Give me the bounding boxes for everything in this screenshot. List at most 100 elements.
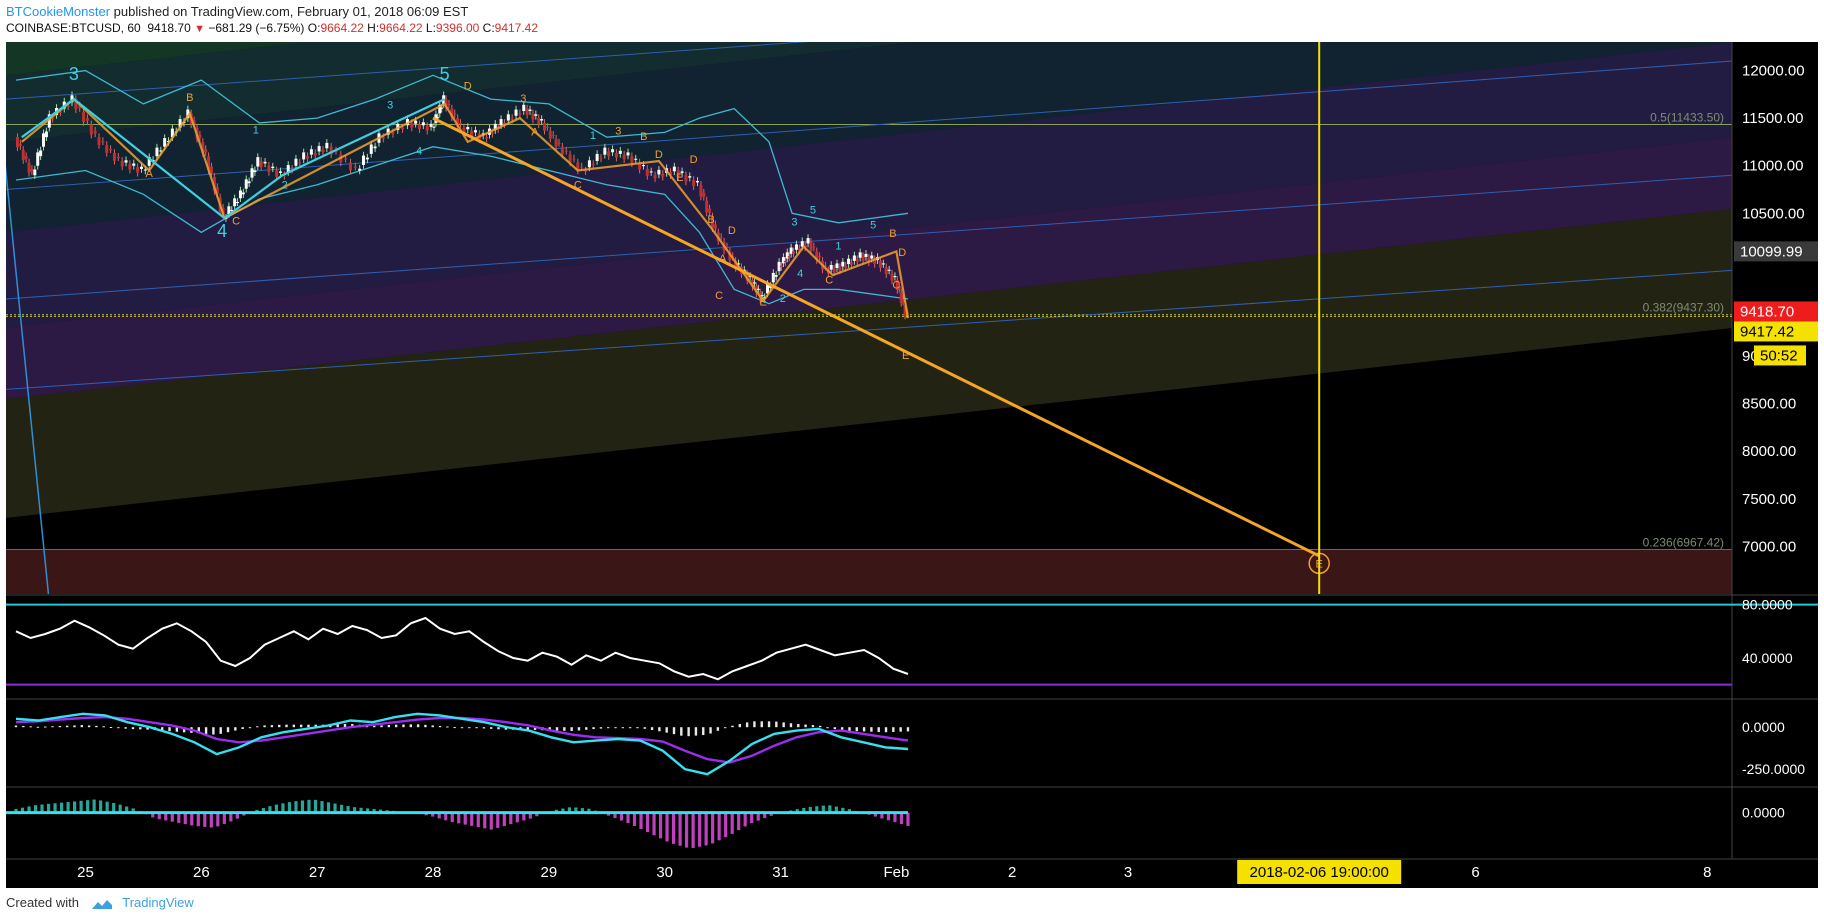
macd-hist-bar <box>555 727 559 731</box>
candle-body <box>42 133 46 147</box>
histogram-bar <box>294 801 298 813</box>
candle-body <box>884 267 888 275</box>
candle-body <box>302 152 306 160</box>
candle-body <box>97 137 101 145</box>
wave-label: 2 <box>282 180 288 192</box>
candle-body <box>792 251 796 254</box>
candle-body <box>116 157 120 158</box>
candle-body <box>440 107 444 109</box>
candle-body <box>278 171 282 173</box>
histogram-bar <box>14 808 18 813</box>
candle-body <box>752 282 756 284</box>
histogram-bar <box>457 812 461 824</box>
histogram-bar <box>157 812 161 820</box>
candle-body <box>444 99 448 108</box>
chart-area[interactable]: 0.5(11433.50) 0.382(9437.30) 0.236(6967.42… <box>6 42 1818 888</box>
candle-body <box>15 137 19 148</box>
candle-body <box>286 165 290 173</box>
candle-body <box>27 162 31 173</box>
wave-label: 1 <box>835 240 841 252</box>
macd-hist-bar <box>482 727 486 729</box>
wave-label: C <box>715 290 723 302</box>
candle-body <box>456 118 460 127</box>
macd-hist-bar <box>833 727 837 730</box>
histogram-bar <box>880 812 884 819</box>
histogram-bar <box>352 807 357 813</box>
histogram-bar <box>899 812 904 825</box>
macd-hist-bar <box>636 727 639 729</box>
histogram-bar <box>737 812 741 831</box>
macd-hist-bar <box>468 727 471 729</box>
macd-hist-bar <box>73 725 76 728</box>
candle-body <box>238 190 242 199</box>
candle-body <box>855 259 859 262</box>
macd-hist-bar <box>723 727 727 729</box>
macd-hist-bar <box>716 727 720 731</box>
created-with-text: Created with <box>6 895 79 910</box>
candle-body <box>418 124 422 130</box>
candle-body <box>132 163 136 166</box>
wave-label: B <box>186 92 193 104</box>
macd-hist-bar <box>117 727 120 729</box>
macd-hist-bar <box>431 725 434 728</box>
macd-hist-bar <box>51 726 54 728</box>
histogram-bar <box>450 812 454 823</box>
high-label: H: <box>367 21 380 35</box>
macd-hist-bar <box>548 727 551 731</box>
candle-body <box>39 150 43 157</box>
candle-body <box>812 246 816 248</box>
macd-tick-label: -250.0000 <box>1742 761 1805 777</box>
candle-body <box>641 165 645 167</box>
candle-body <box>713 224 717 229</box>
candle-body <box>725 246 729 248</box>
symbol-label: COINBASE:BTCUSD, 60 <box>6 21 141 35</box>
histogram-bar <box>750 812 754 824</box>
candle-body <box>702 192 706 197</box>
macd-hist-bar <box>168 727 171 732</box>
macd-hist-bar <box>760 721 763 728</box>
macd-line <box>15 712 909 776</box>
macd-hist-bar <box>87 725 91 728</box>
candle-body <box>236 202 240 204</box>
histogram-bar <box>287 802 292 813</box>
author-link[interactable]: BTCookieMonster <box>6 4 111 19</box>
macd-hist-bar <box>877 727 880 732</box>
price-tick-label: 12000.00 <box>1742 63 1805 80</box>
rsi-tick-label: 40.0000 <box>1742 650 1793 666</box>
macd-hist-bar <box>234 727 237 731</box>
pitchfork-zone <box>6 137 1732 399</box>
macd-hist-bar <box>241 727 244 730</box>
candle-body <box>768 286 772 288</box>
crosshair-price-tag-bg <box>1734 241 1818 262</box>
price-tick-label: 8000.00 <box>1742 443 1796 460</box>
open-label: O: <box>307 21 321 35</box>
candle-body <box>858 252 862 258</box>
candle-body <box>85 118 89 121</box>
candle-body <box>450 108 454 118</box>
tradingview-link[interactable]: TradingView <box>122 895 194 910</box>
price-chart[interactable]: 0.5(11433.50) 0.382(9437.30) 0.236(6967.42… <box>6 42 1818 888</box>
bollinger-lower <box>15 146 909 305</box>
macd-hist-bar <box>680 727 683 736</box>
macd-hist-bar <box>102 726 105 728</box>
candle-body <box>247 181 251 184</box>
candle-body <box>692 180 696 187</box>
candle-body <box>147 157 151 166</box>
histogram-bar <box>216 812 220 827</box>
pitchfork-line <box>6 269 1733 390</box>
histogram-bar <box>763 812 767 819</box>
histogram-bar <box>632 812 637 826</box>
candle-body <box>212 176 216 191</box>
histogram-bar <box>365 808 370 813</box>
candle-body <box>256 157 260 167</box>
candle-body <box>313 153 317 156</box>
candle-body <box>192 120 196 124</box>
candle-body <box>572 158 576 160</box>
macd-hist-bar <box>577 727 581 731</box>
candle-body <box>897 286 901 289</box>
low-label: L: <box>425 21 436 35</box>
candle-body <box>630 156 634 164</box>
candle-body <box>44 131 48 138</box>
wave-label: 1 <box>590 130 596 142</box>
candle-body <box>785 252 789 259</box>
